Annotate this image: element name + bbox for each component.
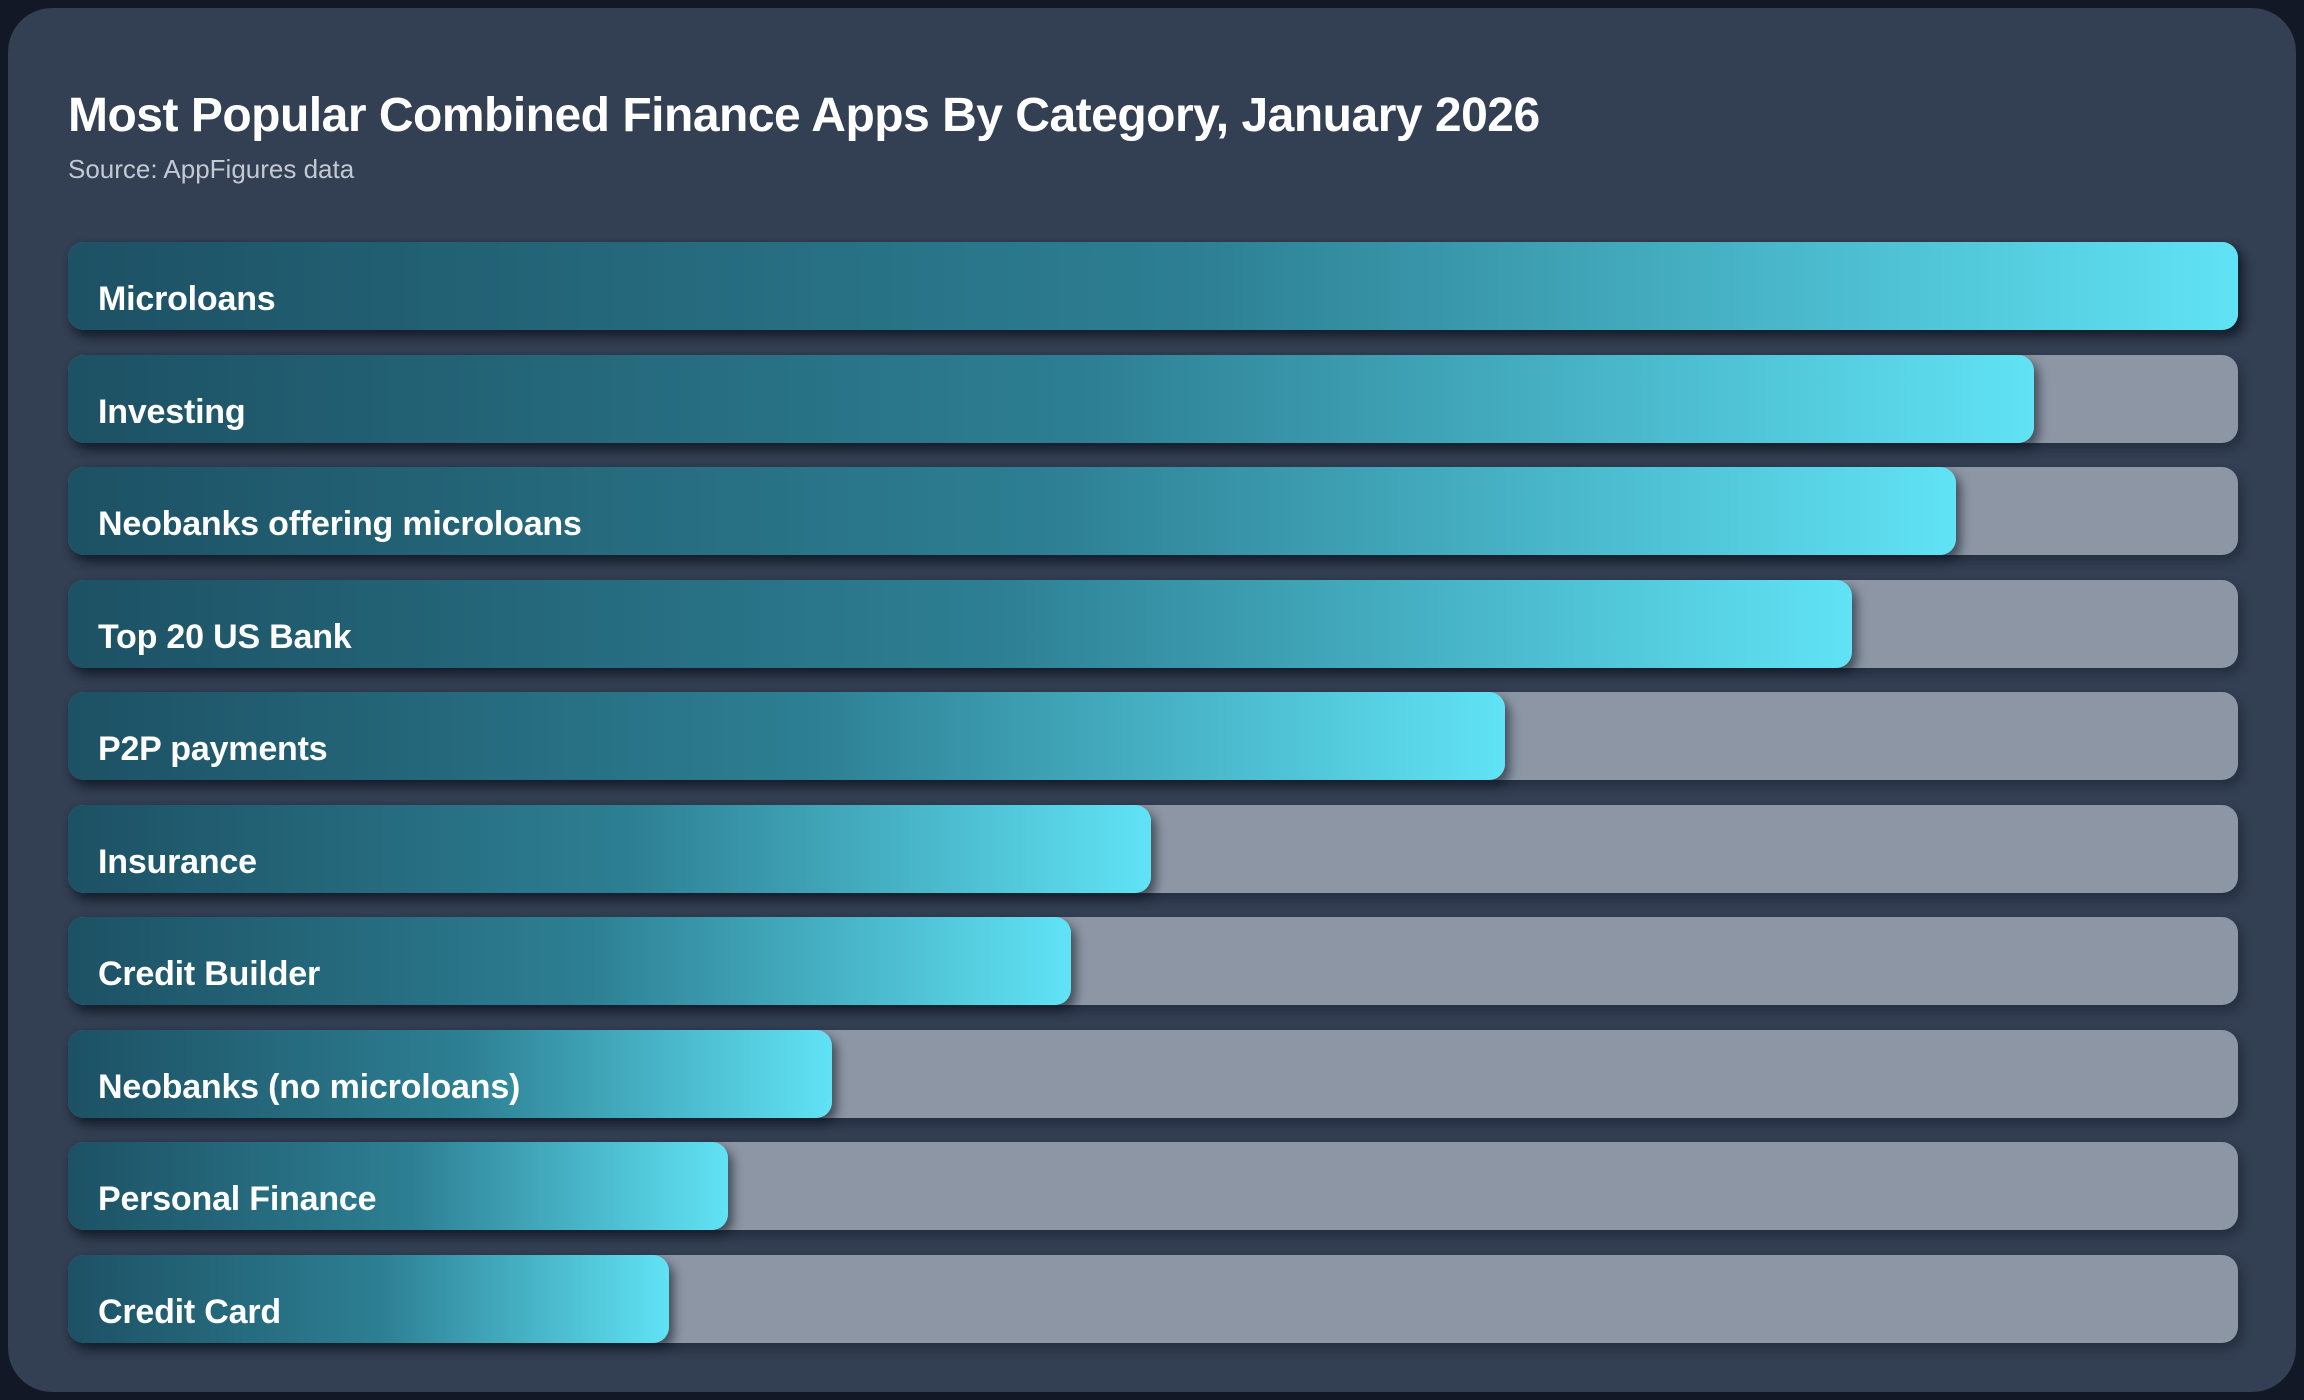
- bar-row: Investing: [68, 354, 2238, 443]
- chart-source: Source: AppFigures data: [68, 154, 355, 184]
- bar-row: P2P payments: [68, 692, 2238, 780]
- bar-label: P2P payments: [98, 730, 328, 768]
- bar-track: Personal Finance: [68, 1142, 2238, 1230]
- bar-fill: Personal Finance: [68, 1142, 728, 1230]
- bar-fill: Top 20 US Bank: [68, 579, 1852, 668]
- bar-row: Neobanks offering microloans: [68, 467, 2238, 555]
- bar-fill: Neobanks offering microloans: [68, 467, 1956, 555]
- bar-label: Microloans: [98, 280, 276, 318]
- bar-row: Insurance: [68, 804, 2238, 893]
- bar-label: Credit Card: [98, 1292, 281, 1331]
- bar-chart: Microloans Investing Neobanks offering m…: [68, 242, 2238, 1343]
- bar-fill: P2P payments: [68, 692, 1505, 780]
- chart-panel: Most Popular Combined Finance Apps By Ca…: [8, 8, 2296, 1392]
- bar-row: Neobanks (no microloans): [68, 1029, 2238, 1118]
- bar-label: Investing: [98, 392, 246, 431]
- bar-row: Personal Finance: [68, 1142, 2238, 1230]
- bar-fill: Investing: [68, 354, 2035, 443]
- bar-track: Top 20 US Bank: [68, 579, 2238, 668]
- bar-track: Insurance: [68, 804, 2238, 893]
- bar-track: Neobanks (no microloans): [68, 1029, 2238, 1118]
- bar-track: Investing: [68, 354, 2238, 443]
- bar-row: Credit Builder: [68, 917, 2238, 1005]
- bar-label: Neobanks (no microloans): [98, 1067, 521, 1106]
- bar-fill: Credit Card: [68, 1254, 670, 1343]
- bar-label: Insurance: [98, 842, 257, 881]
- bar-track: Neobanks offering microloans: [68, 467, 2238, 555]
- bar-track: Credit Builder: [68, 917, 2238, 1005]
- bar-track: P2P payments: [68, 692, 2238, 780]
- bar-label: Personal Finance: [98, 1180, 377, 1218]
- bar-row: Microloans: [68, 242, 2238, 330]
- bar-fill: Insurance: [68, 804, 1151, 893]
- bar-track: Microloans: [68, 242, 2238, 330]
- bar-label: Neobanks offering microloans: [98, 505, 582, 543]
- bar-fill: Microloans: [68, 242, 2238, 330]
- bar-fill: Credit Builder: [68, 917, 1071, 1005]
- bar-row: Top 20 US Bank: [68, 579, 2238, 668]
- chart-title: Most Popular Combined Finance Apps By Ca…: [68, 89, 1540, 142]
- bar-row: Credit Card: [68, 1254, 2238, 1343]
- bar-fill: Neobanks (no microloans): [68, 1029, 832, 1118]
- bar-label: Top 20 US Bank: [98, 617, 352, 656]
- bar-track: Credit Card: [68, 1254, 2238, 1343]
- bar-label: Credit Builder: [98, 955, 321, 993]
